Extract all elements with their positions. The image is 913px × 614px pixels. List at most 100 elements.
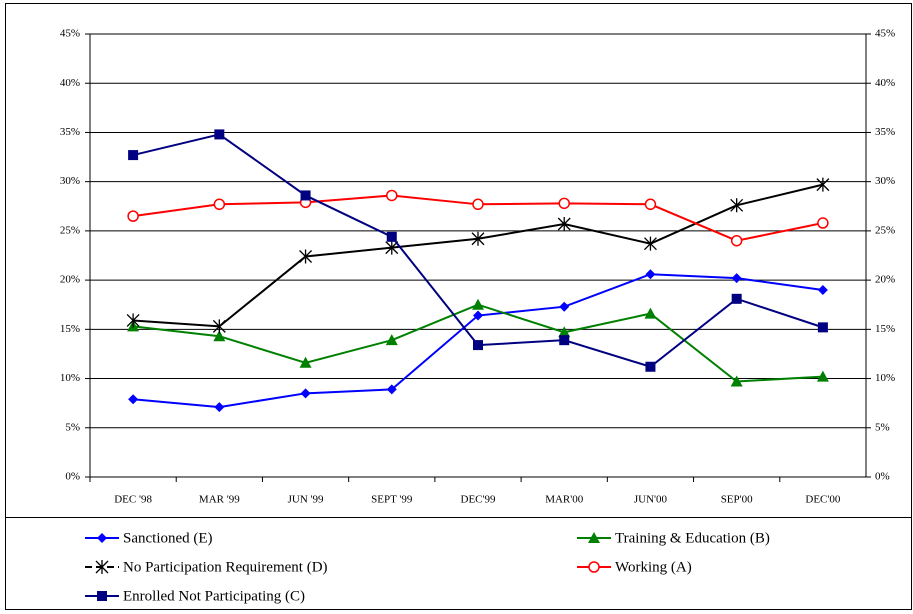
marker-shape	[473, 340, 483, 351]
marker-shape	[816, 370, 829, 382]
y-tick-label: 35%	[60, 126, 80, 138]
y-tick-label: 5%	[65, 421, 80, 433]
x-tick-label: DEC '98	[114, 494, 152, 506]
marker	[559, 335, 570, 346]
y-tick-label: 20%	[60, 274, 80, 286]
y2-tick-label: 0%	[875, 471, 890, 483]
marker-shape	[730, 375, 743, 387]
y-tick-label: 15%	[60, 323, 80, 335]
marker	[588, 561, 600, 573]
legend-label: Sanctioned (E)	[123, 530, 213, 546]
marker	[385, 334, 398, 346]
marker-shape	[644, 307, 657, 319]
marker	[558, 326, 571, 338]
marker-shape	[97, 591, 107, 601]
marker	[472, 298, 484, 310]
marker-shape	[645, 361, 656, 372]
chart-frame	[5, 3, 912, 610]
y2-tick-label: 40%	[875, 77, 895, 89]
marker	[643, 236, 657, 251]
marker-shape	[299, 356, 312, 368]
marker-shape	[212, 319, 226, 334]
marker	[471, 231, 485, 246]
marker	[127, 210, 139, 222]
marker-shape	[472, 298, 484, 310]
marker	[386, 384, 397, 395]
marker-shape	[817, 284, 828, 295]
marker	[473, 310, 483, 321]
marker-shape	[731, 293, 742, 304]
marker	[559, 301, 570, 312]
y2-tick-label: 35%	[875, 126, 895, 138]
marker-shape	[386, 189, 398, 202]
marker-shape	[588, 561, 600, 573]
marker	[644, 307, 657, 319]
x-tick-label: MAR'00	[545, 494, 584, 506]
marker	[299, 356, 312, 368]
marker	[816, 177, 830, 192]
marker-shape	[300, 388, 311, 399]
y-tick-label: 25%	[60, 224, 80, 236]
legend-label: Working (A)	[615, 559, 692, 575]
marker	[816, 370, 829, 382]
marker	[817, 284, 828, 295]
marker-shape	[730, 198, 744, 213]
marker	[644, 198, 657, 211]
marker-shape	[300, 190, 311, 201]
marker-shape	[214, 402, 225, 413]
y2-tick-label: 45%	[875, 28, 895, 40]
marker	[300, 388, 311, 399]
marker-shape	[127, 210, 139, 222]
marker	[386, 231, 397, 242]
marker-shape	[386, 231, 397, 242]
marker	[817, 217, 829, 229]
x-tick-label: SEPT '99	[371, 494, 413, 506]
marker	[386, 189, 398, 202]
marker-shape	[817, 322, 828, 333]
marker	[214, 402, 225, 413]
marker-shape	[557, 216, 571, 231]
marker	[731, 293, 742, 304]
marker-shape	[816, 177, 830, 192]
marker	[128, 150, 139, 161]
marker	[212, 319, 226, 334]
marker	[557, 216, 571, 231]
marker-shape	[126, 313, 140, 328]
y2-tick-label: 15%	[875, 323, 895, 335]
y-tick-label: 30%	[60, 175, 80, 187]
marker	[558, 197, 570, 210]
marker	[299, 249, 313, 264]
marker-shape	[471, 231, 485, 246]
plot-area	[89, 33, 867, 478]
marker	[97, 591, 107, 601]
y-tick-label: 40%	[60, 77, 80, 89]
marker	[645, 361, 656, 372]
marker	[730, 375, 743, 387]
marker-shape	[643, 236, 657, 251]
marker-shape	[386, 384, 397, 395]
marker-shape	[644, 198, 657, 211]
marker-shape	[558, 326, 571, 338]
marker-shape	[559, 301, 570, 312]
x-tick-label: MAR '99	[199, 494, 240, 506]
marker	[645, 269, 656, 280]
marker	[97, 533, 107, 543]
series-line	[132, 133, 824, 368]
marker-shape	[128, 150, 139, 161]
marker-shape	[385, 240, 399, 255]
legend-label: Enrolled Not Participating (C)	[123, 588, 305, 604]
marker-shape	[473, 310, 483, 321]
y-tick-label: 10%	[60, 372, 80, 384]
marker-shape	[559, 335, 570, 346]
marker	[473, 340, 483, 351]
marker-shape	[214, 129, 225, 140]
marker-shape	[558, 197, 570, 210]
x-tick-label: DEC'99	[461, 494, 496, 506]
marker	[213, 198, 226, 211]
x-tick-label: DEC'00	[805, 494, 840, 506]
marker	[731, 273, 742, 284]
marker-shape	[128, 394, 139, 405]
x-tick-label: SEP'00	[721, 494, 753, 506]
y-tick-label: 0%	[65, 471, 80, 483]
